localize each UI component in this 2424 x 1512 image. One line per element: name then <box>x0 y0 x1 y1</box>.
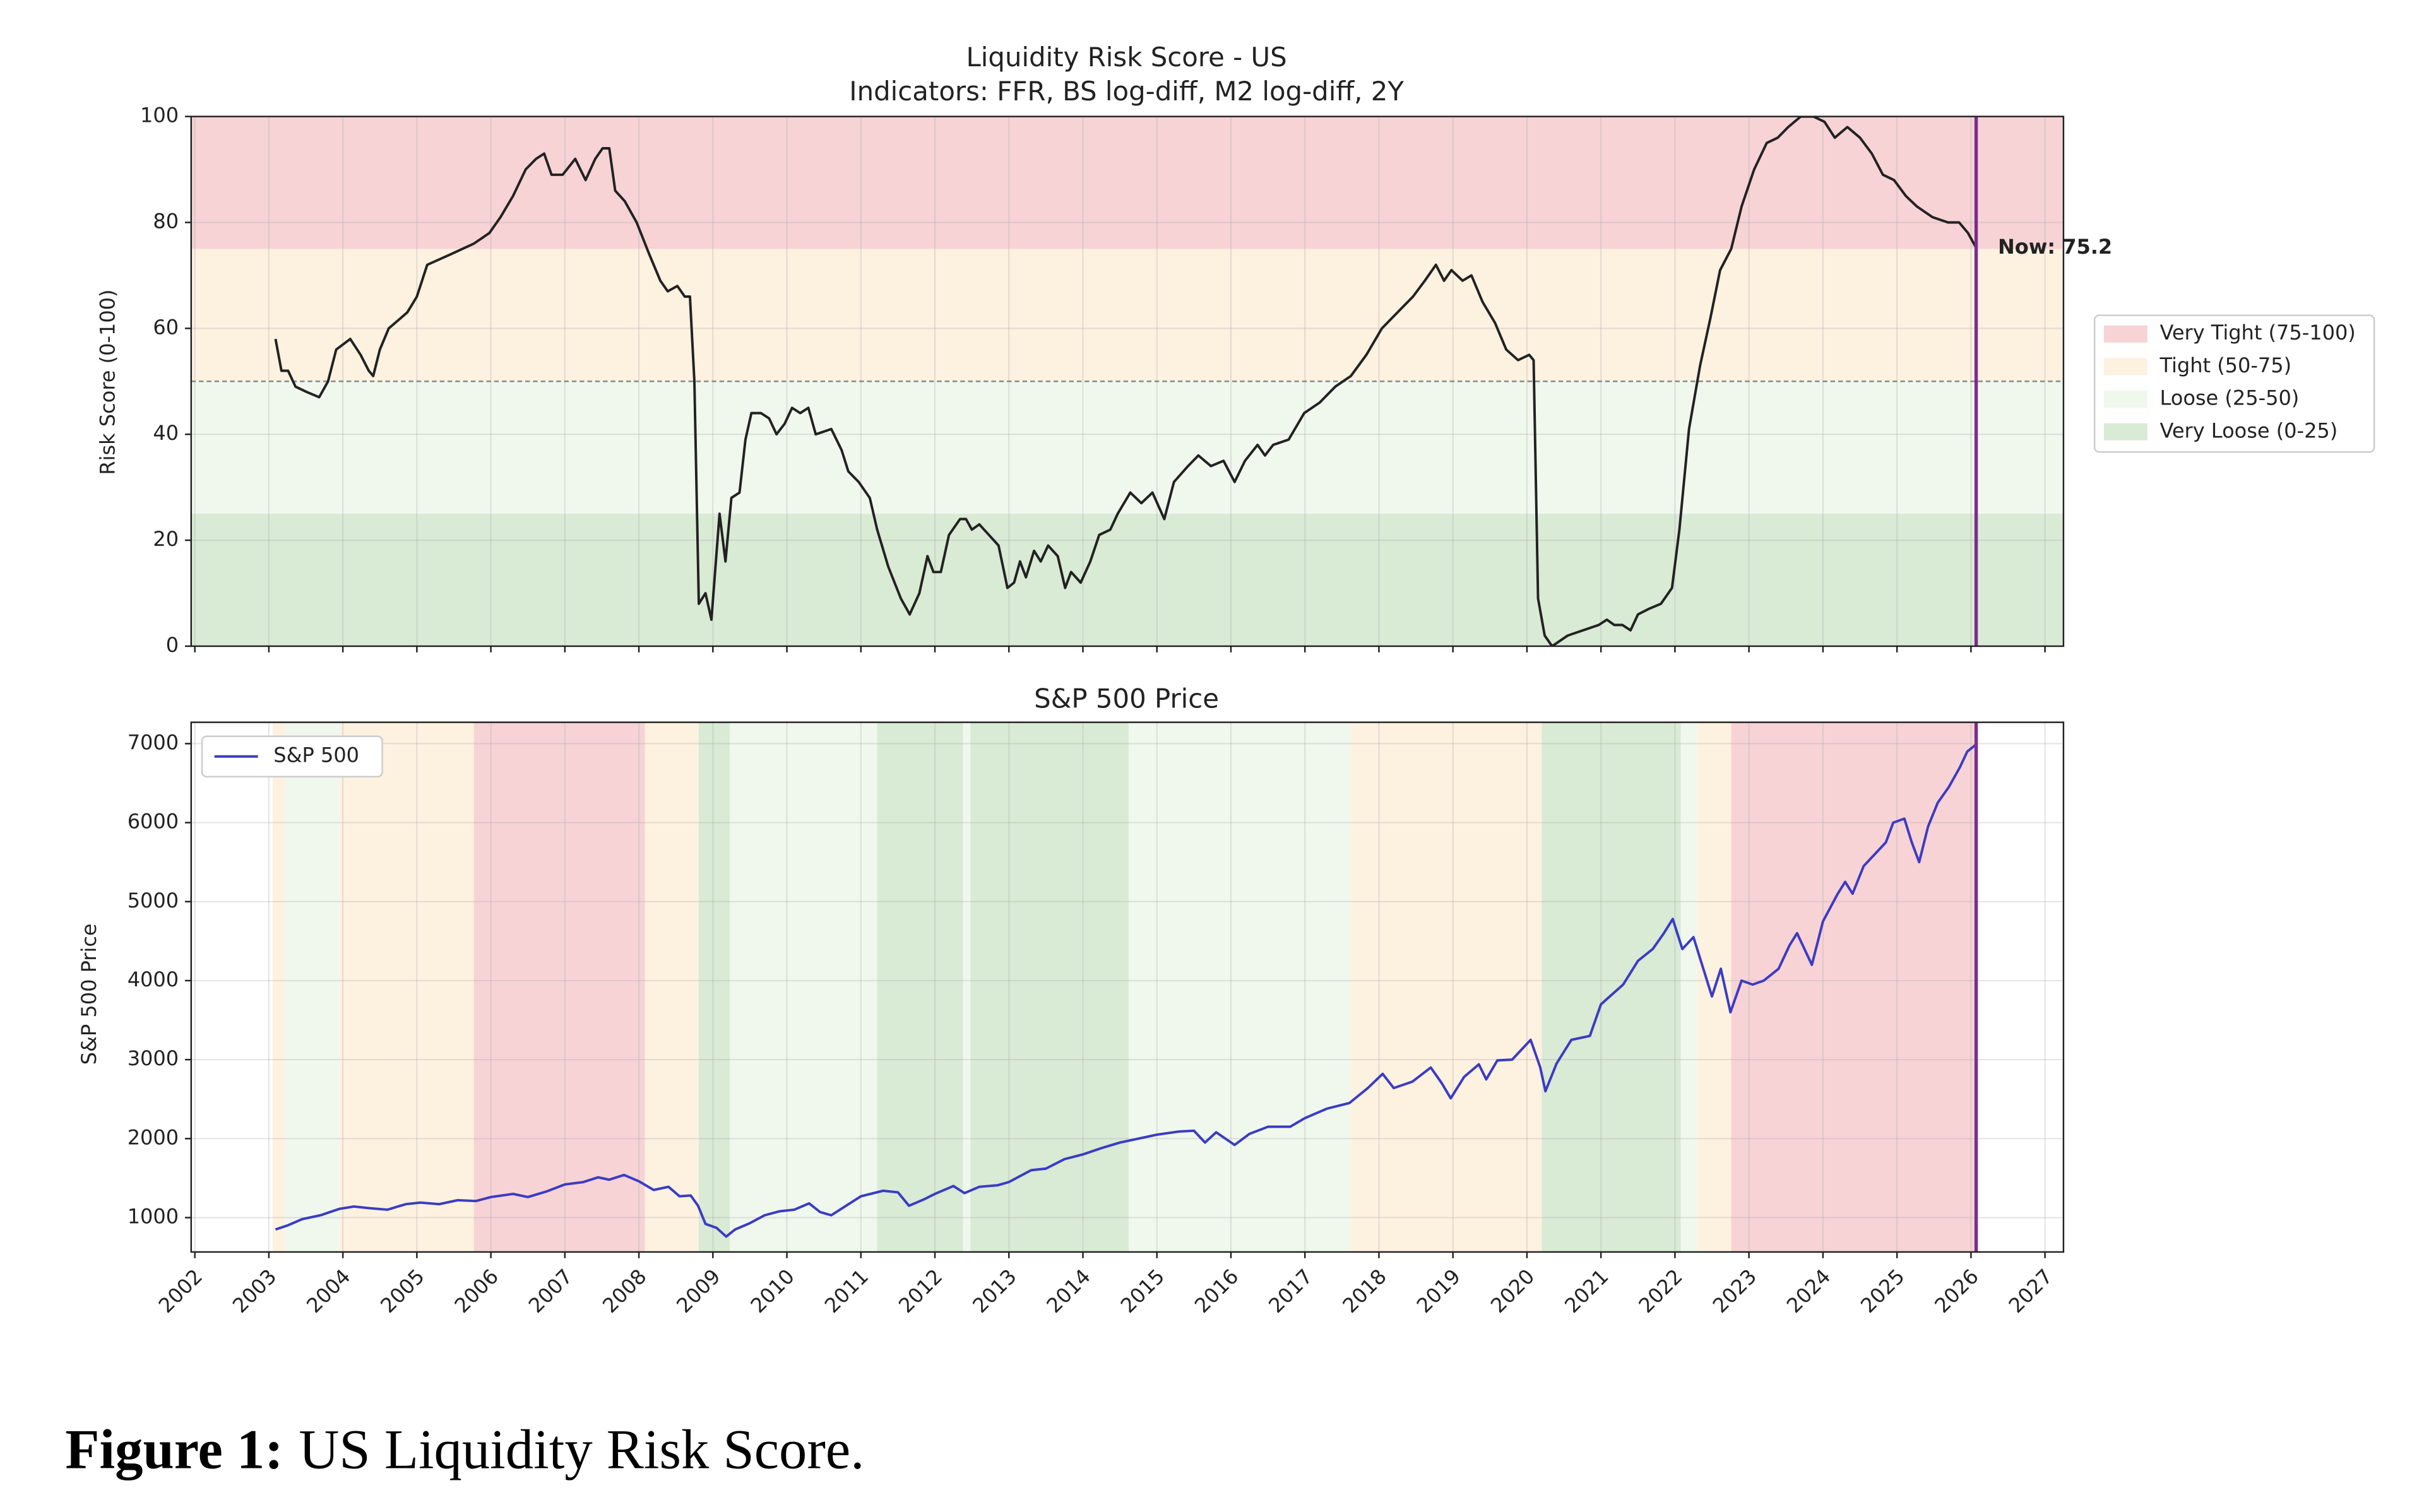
y-tick-label: 0 <box>166 633 179 657</box>
data-line <box>275 743 1977 1238</box>
band <box>191 514 2064 646</box>
data-line <box>274 116 1978 646</box>
axes-frame <box>190 115 2065 647</box>
region <box>730 722 877 1252</box>
legend-swatch <box>2103 358 2148 375</box>
legend-box <box>2093 314 2375 453</box>
region <box>1680 722 1697 1252</box>
chart-title: Liquidity Risk Score - US <box>966 42 1287 73</box>
y-axis-label: Risk Score (0-100) <box>95 289 119 475</box>
region <box>1350 722 1542 1252</box>
y-tick-label: 100 <box>140 103 179 127</box>
region <box>473 722 645 1252</box>
plot-area <box>191 722 2064 1252</box>
region <box>970 722 1129 1252</box>
caption-text: US Liquidity Risk Score. <box>299 1419 864 1481</box>
region <box>1542 722 1681 1252</box>
legend-label: S&P 500 <box>273 743 359 767</box>
y-tick-label: 20 <box>153 527 179 551</box>
y-tick-label: 7000 <box>128 730 179 754</box>
caption: Figure 1: US Liquidity Risk Score. <box>65 1419 864 1481</box>
now-annotation: Now: 75.2 <box>1998 235 2112 259</box>
legend-label: Loose (25-50) <box>2160 386 2299 410</box>
legend-swatch <box>2103 423 2148 440</box>
chart-title: S&P 500 Price <box>1034 683 1219 714</box>
chart-subtitle: Indicators: FFR, BS log-diff, M2 log-dif… <box>849 76 1404 107</box>
y-tick-label: 60 <box>153 315 179 339</box>
legend-label: Very Tight (75-100) <box>2160 321 2355 345</box>
y-tick-label: 6000 <box>128 810 179 834</box>
region <box>645 722 699 1252</box>
y-tick-label: 4000 <box>128 967 179 991</box>
band <box>191 116 2064 249</box>
legend-label: Very Loose (0-25) <box>2160 418 2338 442</box>
region <box>877 722 963 1252</box>
axes-frame <box>190 721 2065 1253</box>
y-tick-label: 5000 <box>128 889 179 913</box>
region <box>963 722 971 1252</box>
legend-box <box>201 735 383 777</box>
legend-swatch <box>2103 325 2148 343</box>
region <box>285 722 340 1252</box>
caption-label: Figure 1: <box>65 1419 283 1481</box>
legend-swatch <box>2103 391 2148 408</box>
y-tick-label: 80 <box>153 209 179 233</box>
plot-area <box>191 116 2064 646</box>
y-tick-label: 2000 <box>128 1125 179 1149</box>
band <box>191 381 2064 514</box>
region <box>1129 722 1351 1252</box>
y-axis-label: S&P 500 Price <box>77 923 101 1065</box>
region <box>699 722 730 1252</box>
y-tick-label: 3000 <box>128 1046 179 1070</box>
y-tick-label: 1000 <box>128 1204 179 1228</box>
region <box>272 722 285 1252</box>
band <box>191 249 2064 382</box>
y-tick-label: 40 <box>153 421 179 445</box>
legend-label: Tight (50-75) <box>2160 353 2292 377</box>
region <box>339 722 474 1252</box>
